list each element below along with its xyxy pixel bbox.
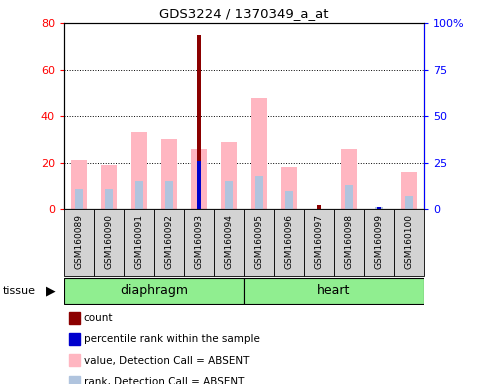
Text: percentile rank within the sample: percentile rank within the sample xyxy=(84,334,260,344)
Bar xyxy=(345,185,352,209)
Bar xyxy=(197,35,201,209)
Text: value, Detection Call = ABSENT: value, Detection Call = ABSENT xyxy=(84,356,249,366)
Bar xyxy=(64,209,94,276)
Text: GSM160093: GSM160093 xyxy=(195,214,204,269)
Bar xyxy=(377,207,381,209)
Bar xyxy=(304,209,334,276)
Text: tissue: tissue xyxy=(2,286,35,296)
Bar xyxy=(191,149,207,209)
Text: GSM160092: GSM160092 xyxy=(165,214,174,269)
Bar xyxy=(221,142,237,209)
Title: GDS3224 / 1370349_a_at: GDS3224 / 1370349_a_at xyxy=(159,7,329,20)
Bar xyxy=(274,209,304,276)
Bar xyxy=(124,209,154,276)
Bar xyxy=(161,139,177,209)
Bar xyxy=(131,132,147,209)
Bar xyxy=(334,209,364,276)
Bar xyxy=(75,189,83,209)
Text: GSM160094: GSM160094 xyxy=(224,214,234,269)
Bar xyxy=(136,181,143,209)
Text: heart: heart xyxy=(317,285,351,297)
Text: rank, Detection Call = ABSENT: rank, Detection Call = ABSENT xyxy=(84,377,244,384)
Text: GSM160097: GSM160097 xyxy=(315,214,323,269)
Bar xyxy=(214,209,244,276)
Text: GSM160096: GSM160096 xyxy=(284,214,293,269)
Bar xyxy=(225,181,233,209)
Bar xyxy=(106,189,113,209)
Bar xyxy=(341,149,357,209)
Text: GSM160095: GSM160095 xyxy=(254,214,264,269)
Text: GSM160089: GSM160089 xyxy=(74,214,84,269)
Bar xyxy=(255,176,263,209)
Bar xyxy=(197,161,201,209)
Bar xyxy=(317,205,321,209)
Text: count: count xyxy=(84,313,113,323)
Text: GSM160099: GSM160099 xyxy=(375,214,384,269)
Bar xyxy=(281,167,297,209)
Bar xyxy=(71,161,87,209)
Text: diaphragm: diaphragm xyxy=(120,285,188,297)
Bar xyxy=(364,209,394,276)
Text: GSM160090: GSM160090 xyxy=(105,214,113,269)
Bar xyxy=(154,209,184,276)
Text: ▶: ▶ xyxy=(46,285,56,297)
Bar xyxy=(165,181,173,209)
Text: GSM160091: GSM160091 xyxy=(135,214,143,269)
Bar xyxy=(375,207,383,209)
Text: GSM160100: GSM160100 xyxy=(404,214,414,269)
Bar xyxy=(184,209,214,276)
Bar xyxy=(101,165,117,209)
Bar xyxy=(94,209,124,276)
Bar xyxy=(394,209,424,276)
Bar xyxy=(64,278,244,304)
Bar xyxy=(244,278,424,304)
Bar xyxy=(405,196,413,209)
Bar xyxy=(401,172,417,209)
Bar xyxy=(244,209,274,276)
Bar xyxy=(285,191,293,209)
Bar xyxy=(251,98,267,209)
Text: GSM160098: GSM160098 xyxy=(345,214,353,269)
